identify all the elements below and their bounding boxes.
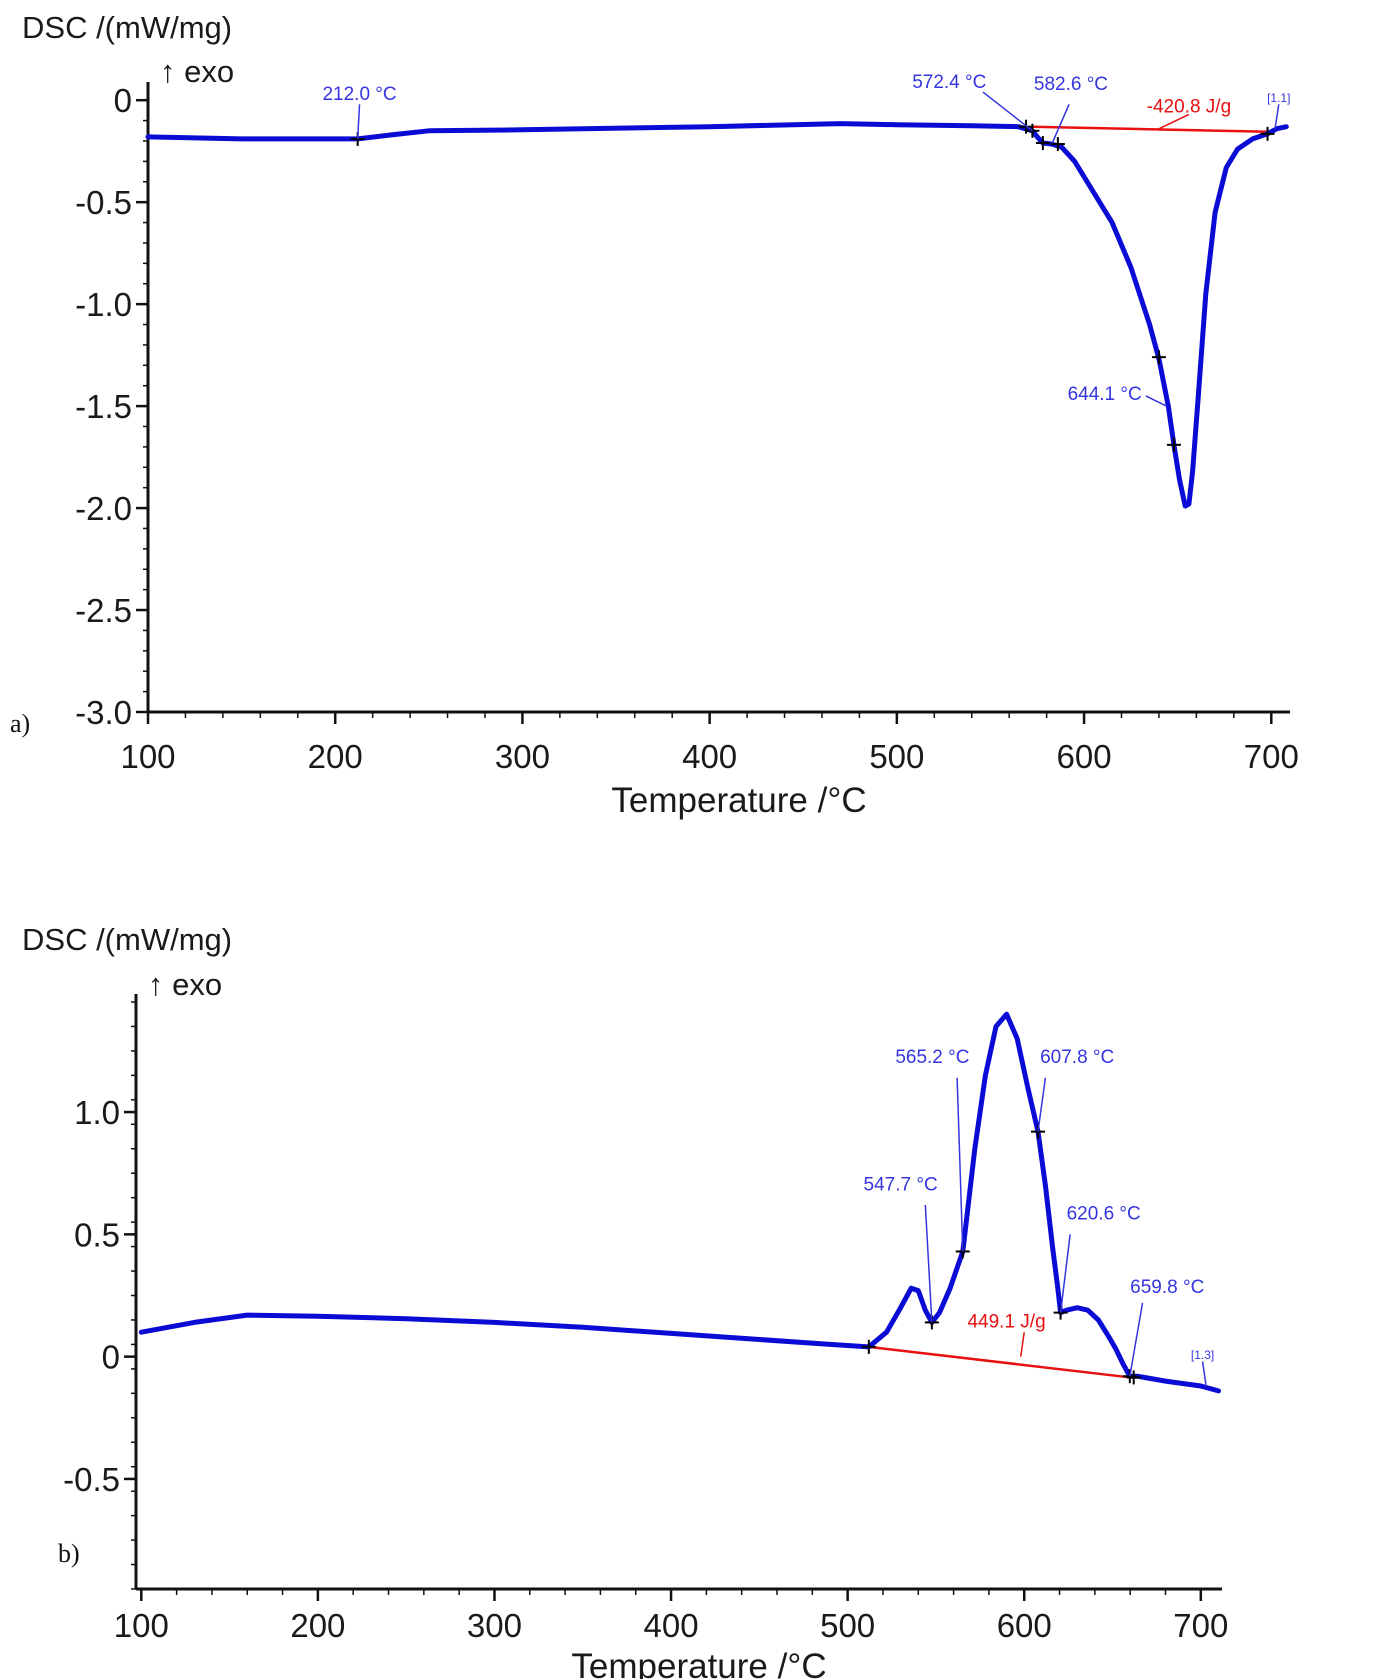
y-tick-label: -2.5 — [75, 592, 132, 629]
annotation-label: [1.1] — [1267, 91, 1290, 105]
x-tick-label: 400 — [644, 1607, 699, 1644]
annotation-leader — [1059, 1234, 1071, 1313]
point-marker — [1166, 437, 1181, 452]
annotation-label: 547.7 °C — [864, 1174, 938, 1195]
y-tick-label: -1.0 — [75, 286, 132, 323]
peak-baseline — [868, 1345, 1131, 1379]
dsc-curve — [145, 121, 1289, 509]
y-tick-label: 0.5 — [74, 1216, 120, 1253]
annotation-leader — [1145, 395, 1167, 407]
y-axis-title: DSC /(mW/mg) — [22, 922, 232, 957]
y-tick-label: -0.5 — [75, 184, 132, 221]
y-tick-label: 0 — [114, 82, 132, 119]
dsc-curve — [138, 1011, 1221, 1394]
annotation-label: 644.1 °C — [1068, 384, 1142, 405]
annotation-label: [1.3] — [1191, 1348, 1214, 1362]
annotation-label: 582.6 °C — [1034, 74, 1108, 95]
annotation-label: 659.8 °C — [1130, 1277, 1204, 1298]
point-marker — [1050, 137, 1065, 152]
annotation-label: 607.8 °C — [1040, 1047, 1114, 1068]
point-marker — [1035, 136, 1050, 151]
point-marker — [1126, 1370, 1141, 1385]
point-marker — [1151, 350, 1166, 365]
x-tick-label: 400 — [682, 738, 737, 775]
x-tick-label: 500 — [820, 1607, 875, 1644]
y-axis-title: DSC /(mW/mg) — [22, 10, 232, 45]
annotation-leader — [956, 1077, 964, 1252]
y-tick-label: -3.0 — [75, 694, 132, 731]
exo-direction-label: ↑ exo — [160, 54, 234, 89]
annotation-label: -420.8 J/g — [1147, 96, 1232, 117]
panel-b-chart: DSC /(mW/mg) ↑ exo Temperature /°C b) 1.0 0.5… — [22, 922, 1228, 1679]
annotation-leader — [1201, 1361, 1207, 1387]
x-axis-title: Temperature /°C — [611, 781, 866, 820]
y-tick-label: -0.5 — [63, 1461, 120, 1498]
annotation-leader — [1129, 1302, 1144, 1377]
y-tick-label: 1.0 — [74, 1094, 120, 1131]
peak-baseline — [1032, 125, 1268, 134]
x-axis-title: Temperature /°C — [571, 1647, 826, 1679]
panel-label: b) — [58, 1539, 80, 1568]
x-tick-label: 700 — [1173, 1607, 1228, 1644]
annotation-leader — [924, 1204, 933, 1323]
annotation-leader — [1274, 104, 1280, 129]
x-tick-label: 200 — [308, 738, 363, 775]
annotation-label: 620.6 °C — [1067, 1204, 1141, 1225]
y-tick-label: 0 — [102, 1339, 120, 1376]
annotation-leader — [1019, 1332, 1025, 1357]
annotation-leader — [1037, 1077, 1047, 1132]
panel-label: a) — [10, 709, 30, 738]
exo-direction-label: ↑ exo — [148, 967, 222, 1002]
x-tick-label: 600 — [1057, 738, 1112, 775]
annotation-label: 212.0 °C — [322, 84, 396, 105]
x-tick-label: 600 — [997, 1607, 1052, 1644]
x-tick-label: 300 — [495, 738, 550, 775]
point-marker — [861, 1339, 876, 1354]
panel-a-chart: DSC /(mW/mg) ↑ exo Temperature /°C a) 0 -0.5 -… — [10, 10, 1299, 820]
x-tick-label: 100 — [114, 1607, 169, 1644]
annotation-label: 572.4 °C — [912, 72, 986, 93]
annotation-leader — [1051, 103, 1070, 144]
x-tick-label: 500 — [869, 738, 924, 775]
y-tick-label: -1.5 — [75, 388, 132, 425]
annotation-leader — [982, 91, 1033, 132]
x-tick-label: 100 — [120, 738, 175, 775]
annotation-leader — [356, 104, 361, 139]
x-tick-label: 700 — [1244, 738, 1299, 775]
x-tick-label: 200 — [290, 1607, 345, 1644]
annotation-leader — [1158, 113, 1190, 130]
annotation-label: 565.2 °C — [895, 1047, 969, 1068]
annotation-label: 449.1 J/g — [967, 1311, 1045, 1332]
x-tick-label: 300 — [467, 1607, 522, 1644]
point-marker — [1260, 126, 1275, 141]
y-tick-label: -2.0 — [75, 490, 132, 527]
